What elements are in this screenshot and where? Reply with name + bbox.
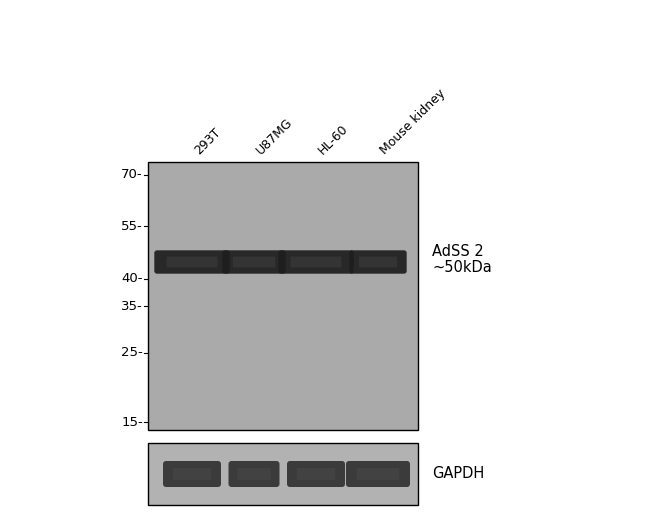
FancyBboxPatch shape bbox=[222, 250, 286, 274]
Bar bbox=[148, 162, 418, 430]
Text: 293T: 293T bbox=[192, 126, 224, 157]
FancyBboxPatch shape bbox=[173, 468, 211, 480]
FancyBboxPatch shape bbox=[359, 256, 397, 267]
Text: U87MG: U87MG bbox=[254, 115, 296, 157]
Text: Mouse kidney: Mouse kidney bbox=[378, 87, 448, 157]
FancyBboxPatch shape bbox=[229, 461, 280, 487]
FancyBboxPatch shape bbox=[163, 461, 221, 487]
FancyBboxPatch shape bbox=[278, 250, 354, 274]
Text: ~50kDa: ~50kDa bbox=[432, 261, 492, 276]
Text: 25-: 25- bbox=[122, 346, 143, 359]
Bar bbox=[148, 443, 418, 505]
FancyBboxPatch shape bbox=[237, 468, 271, 480]
FancyBboxPatch shape bbox=[291, 256, 341, 267]
FancyBboxPatch shape bbox=[349, 250, 407, 274]
Text: 70-: 70- bbox=[122, 168, 143, 181]
FancyBboxPatch shape bbox=[166, 256, 217, 267]
FancyBboxPatch shape bbox=[357, 468, 399, 480]
FancyBboxPatch shape bbox=[233, 256, 275, 267]
Text: 15-: 15- bbox=[122, 415, 143, 428]
Text: 35-: 35- bbox=[122, 300, 143, 313]
Text: 40-: 40- bbox=[122, 272, 143, 285]
FancyBboxPatch shape bbox=[287, 461, 345, 487]
FancyBboxPatch shape bbox=[346, 461, 410, 487]
Text: AdSS 2: AdSS 2 bbox=[432, 244, 484, 259]
FancyBboxPatch shape bbox=[154, 250, 229, 274]
Text: GAPDH: GAPDH bbox=[432, 466, 484, 482]
FancyBboxPatch shape bbox=[297, 468, 335, 480]
Text: 55-: 55- bbox=[122, 219, 143, 232]
Text: HL-60: HL-60 bbox=[316, 122, 351, 157]
